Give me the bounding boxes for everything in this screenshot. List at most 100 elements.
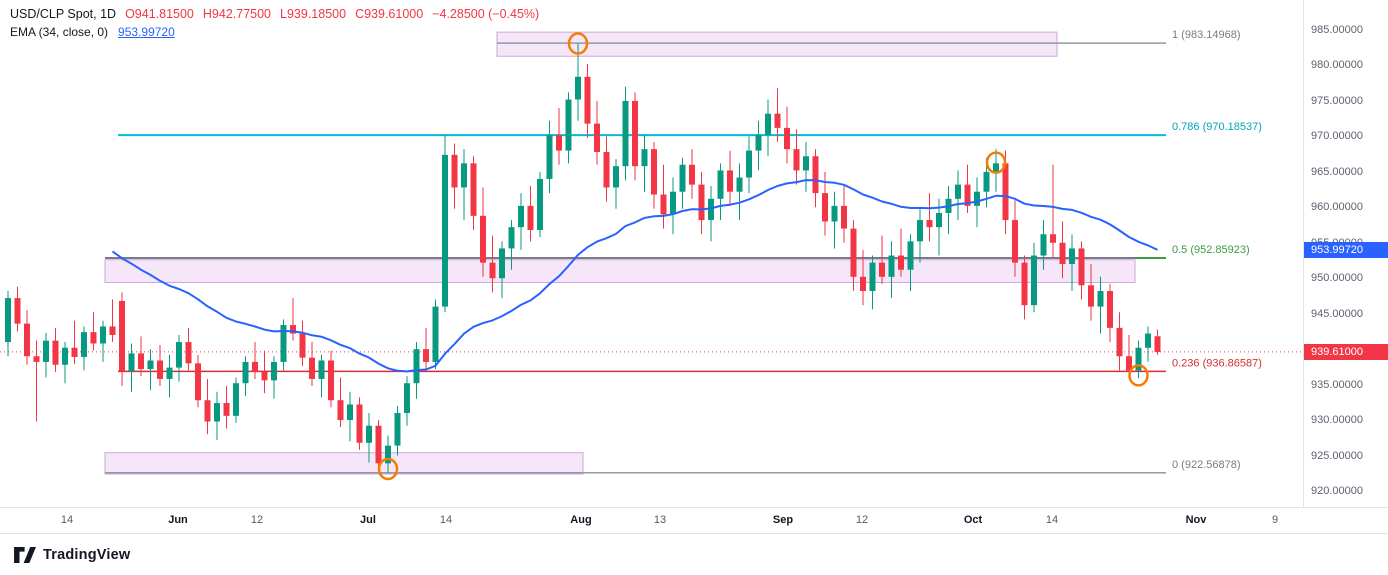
fib-level-label: 0 (922.56878)	[1172, 459, 1241, 471]
candle-body	[879, 262, 885, 277]
candle-body	[347, 404, 353, 421]
candle-body	[736, 177, 743, 192]
candle-body	[432, 306, 439, 362]
candle-body	[537, 178, 543, 231]
candle-body	[1154, 336, 1161, 352]
candle-body	[1116, 327, 1123, 357]
candle-body	[584, 76, 591, 124]
candle-body	[233, 383, 239, 416]
highlight-box[interactable]	[496, 31, 1058, 57]
candle-body	[784, 127, 790, 150]
candle-body	[185, 342, 192, 364]
candle-body	[81, 332, 87, 357]
annotation-circle[interactable]	[985, 151, 1007, 174]
time-tick: Jul	[360, 514, 376, 526]
candle-body	[119, 300, 125, 372]
price-tick: 960.00000	[1311, 201, 1363, 214]
candle-body	[1135, 347, 1142, 371]
candle-body	[964, 184, 971, 206]
candle-body	[290, 325, 296, 334]
annotation-circle[interactable]	[1128, 364, 1149, 387]
chart-legend: USD/CLP Spot, 1D O941.81500 H942.77500 L…	[10, 7, 539, 39]
candle-body	[261, 371, 268, 381]
last-price-badge: 939.61000	[1304, 343, 1388, 360]
candle-body	[328, 360, 334, 401]
candle-body	[375, 425, 382, 464]
time-tick: Oct	[963, 514, 983, 526]
candle-body	[860, 276, 866, 291]
candle-body	[366, 425, 372, 443]
indicator-name[interactable]: EMA (34, close, 0)	[10, 25, 109, 39]
time-tick: 14	[60, 514, 74, 526]
price-tick: 920.00000	[1311, 484, 1363, 497]
candle-body	[90, 332, 97, 344]
candle-body	[1088, 285, 1094, 307]
symbol-legend-row: USD/CLP Spot, 1D O941.81500 H942.77500 L…	[10, 7, 539, 21]
candle-body	[508, 227, 515, 249]
candle-body	[1031, 255, 1037, 306]
candle-body	[1145, 333, 1151, 348]
price-tick: 925.00000	[1311, 449, 1363, 462]
price-tick: 945.00000	[1311, 307, 1363, 320]
candle-body	[309, 357, 315, 379]
candle-body	[385, 445, 391, 464]
annotation-circle[interactable]	[377, 457, 399, 481]
candle-body	[147, 360, 154, 370]
ema-price-badge: 953.99720	[1304, 241, 1388, 258]
candle-body	[242, 361, 249, 384]
time-tick: 14	[439, 514, 453, 526]
indicator-value: 953.99720	[118, 25, 175, 39]
candle-body	[394, 412, 401, 446]
candle-body	[727, 170, 733, 192]
highlight-box[interactable]	[104, 259, 1136, 283]
candle-body	[917, 220, 923, 242]
candle-body	[252, 361, 258, 372]
annotation-circle[interactable]	[567, 32, 589, 55]
ema-line[interactable]	[111, 179, 1158, 373]
indicator-legend-row: EMA (34, close, 0) 953.99720	[10, 25, 539, 39]
candle-body	[52, 340, 59, 365]
candle-body	[1069, 248, 1075, 265]
price-tick: 965.00000	[1311, 165, 1363, 178]
candle-body	[955, 184, 961, 199]
highlight-box[interactable]	[104, 452, 584, 475]
tradingview-logo-text[interactable]: TradingView	[43, 546, 131, 563]
time-tick: Aug	[570, 514, 592, 526]
time-axis[interactable]: 14 Jun 12 Jul 14 Aug 13 Sep 12 Oct 14 Nov 9	[0, 507, 1388, 534]
symbol-title[interactable]: USD/CLP Spot, 1D	[10, 7, 117, 21]
candle-body	[717, 170, 724, 199]
candle-body	[993, 163, 999, 172]
time-tick: 12	[855, 514, 869, 526]
candle-body	[204, 400, 211, 422]
candle-body	[575, 76, 581, 100]
price-tick: 980.00000	[1311, 59, 1363, 72]
candle-body	[461, 163, 467, 188]
candle-body	[831, 205, 838, 222]
candle-body	[660, 194, 667, 215]
candle-body	[223, 403, 230, 416]
candle-body	[24, 323, 30, 357]
candle-body	[280, 325, 287, 362]
candle-body	[1012, 220, 1018, 263]
candle-body	[5, 298, 11, 343]
candle-body	[43, 340, 49, 362]
fib-level-label: 0.5 (952.85923)	[1172, 244, 1250, 256]
price-axis[interactable]: 985.00000 980.00000 975.00000 970.00000 965.…	[1303, 0, 1388, 533]
candle-body	[1021, 262, 1028, 306]
candle-body	[271, 361, 277, 381]
chart-canvas[interactable]: 1 (983.14968) 0.786 (970.18537) 0.5 (952.8…	[0, 0, 1388, 533]
fib-level-label: 0.786 (970.18537)	[1172, 121, 1262, 133]
candle-body	[983, 171, 990, 192]
candle-body	[138, 353, 144, 370]
candle-body	[14, 298, 21, 324]
candle-body	[404, 383, 410, 413]
footer-bar: TradingView	[0, 533, 1388, 575]
candle-body	[413, 349, 420, 384]
tradingview-logo-icon[interactable]	[14, 546, 36, 563]
candle-body	[1059, 242, 1066, 265]
candle-body	[803, 156, 809, 171]
candle-body	[603, 151, 610, 188]
ohlc-open: O941.81500	[125, 7, 194, 21]
candle-body	[793, 149, 800, 171]
